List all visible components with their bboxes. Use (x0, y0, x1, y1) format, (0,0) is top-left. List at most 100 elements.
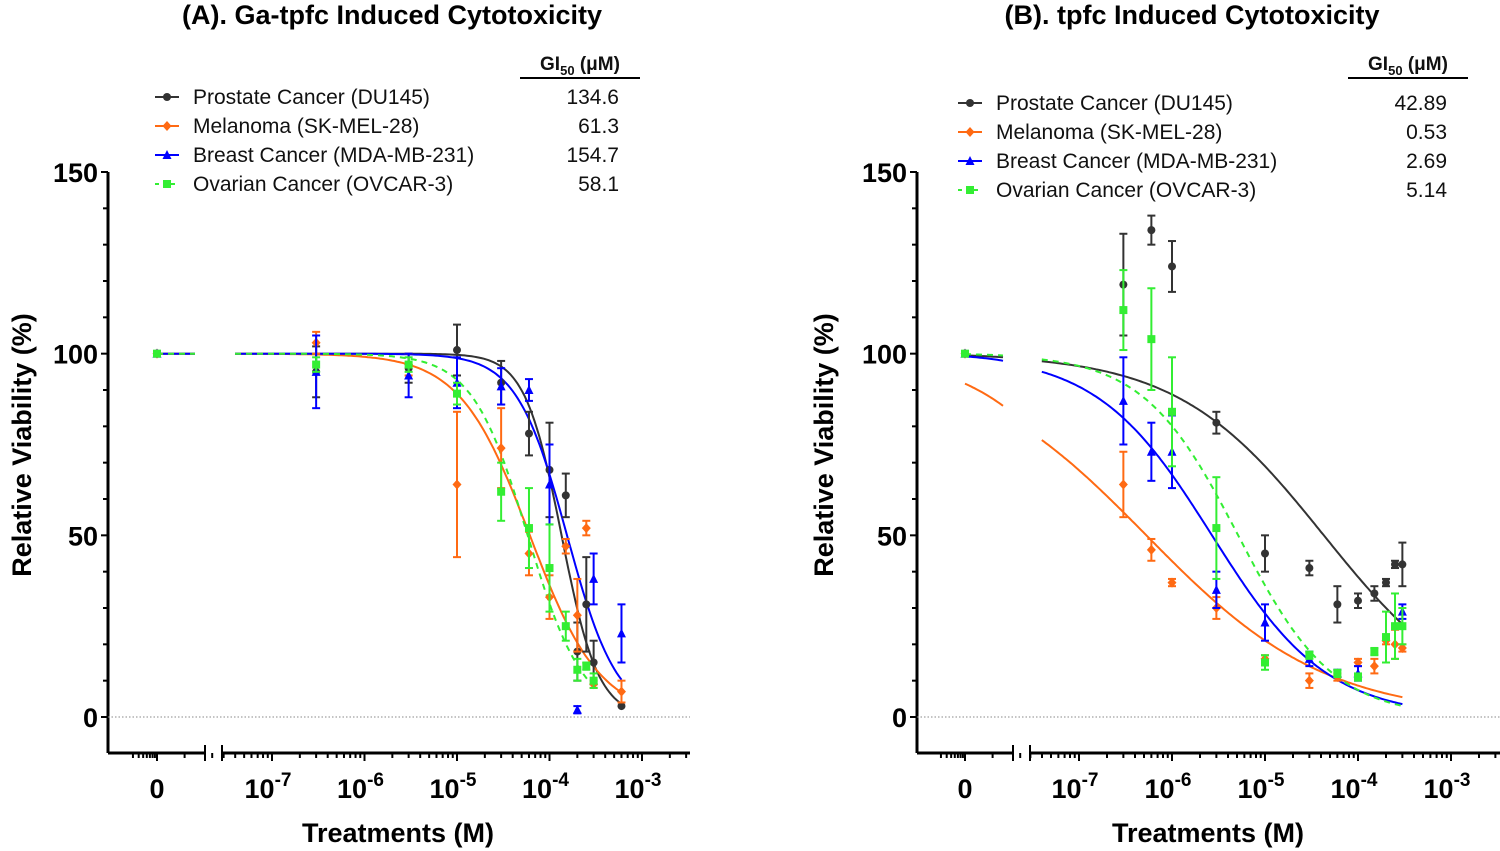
data-point-circle (582, 600, 591, 609)
x-axis-title: Treatments (M) (302, 818, 494, 848)
legend: GI50 (μM) Prostate Cancer (DU145) 42.89 Mel… (958, 54, 1468, 202)
data-point-square (1212, 524, 1221, 533)
fit-curve-0 (1041, 360, 1404, 625)
axes: 0 50 100 150 0 10-7 10-6 10-5 10-4 10-3 (862, 158, 1500, 804)
data-point-square (497, 487, 506, 496)
data-point-circle (1305, 564, 1314, 573)
gi50-header: GI50 (μM) (1368, 54, 1448, 78)
chart-title: (B). tpfc Induced Cytotoxicity (1004, 0, 1379, 30)
data-point-diamond (1118, 479, 1128, 490)
data-point-square (1370, 647, 1379, 656)
x-tick-label: 10-4 (522, 770, 569, 804)
fit-curves (964, 353, 1404, 707)
legend-marker-diamond (162, 121, 172, 131)
data-point-circle (1168, 262, 1176, 271)
x-axis-title: Treatments (M) (1112, 818, 1304, 848)
data-point-diamond (561, 541, 571, 552)
data-point-square (573, 665, 582, 674)
data-point-square (589, 676, 598, 685)
data-point-square (1147, 335, 1156, 344)
data-point-diamond (572, 610, 582, 621)
gi50-value: 61.3 (578, 115, 619, 138)
data-point-square (1261, 658, 1269, 667)
data-point-diamond (1369, 661, 1379, 672)
data-point-square (1391, 622, 1400, 631)
data-point-triangle (524, 385, 534, 394)
fit-curve-2 (235, 352, 623, 681)
x-tick-label: 10-3 (615, 770, 662, 804)
data-point-square (1381, 633, 1390, 642)
y-axis-title: Relative Viability (%) (7, 313, 37, 577)
gi50-value: 5.14 (1406, 179, 1447, 202)
data-point-circle (1370, 589, 1379, 598)
data-point-triangle (496, 381, 506, 391)
legend-marker-square (966, 186, 974, 194)
gi50-value: 58.1 (578, 173, 619, 196)
data-point-triangle (1118, 395, 1128, 405)
legend-label: Ovarian Cancer (OVCAR-3) (193, 173, 453, 196)
legend-marker-diamond (965, 127, 975, 137)
x-tick-label: 10-7 (1052, 770, 1099, 804)
fit-curve-2 (1041, 370, 1403, 706)
data-point-triangle (1260, 617, 1270, 627)
data-point-square (153, 349, 161, 358)
data-points (152, 323, 626, 715)
data-point-triangle (545, 479, 554, 489)
x-tick-label: 10-3 (1424, 770, 1471, 804)
data-point-triangle (616, 628, 626, 638)
data-points (960, 214, 1407, 689)
gi50-value: 0.53 (1406, 121, 1447, 144)
data-point-square (961, 349, 969, 358)
y-tick-label: 50 (68, 521, 98, 551)
fit-curve-3 (1041, 358, 1403, 707)
legend: GI50 (μM) Prostate Cancer (DU145) 134.6 Mel… (155, 54, 640, 196)
data-point-square (545, 564, 554, 573)
data-point-diamond (1167, 577, 1177, 588)
data-point-triangle (1146, 446, 1156, 456)
legend-label: Breast Cancer (MDA-MB-231) (193, 144, 474, 167)
data-point-circle (524, 429, 533, 438)
data-point-circle (589, 658, 598, 667)
data-point-triangle (404, 370, 414, 380)
panel-b: (B). tpfc Induced Cytotoxicity Relative … (809, 0, 1500, 848)
legend-label: Melanoma (SK-MEL-28) (996, 121, 1222, 144)
data-point-circle (453, 346, 461, 355)
fit-curve-1 (1041, 439, 1403, 699)
y-axis-title: Relative Viability (%) (809, 313, 839, 577)
data-point-square (1398, 622, 1407, 631)
data-point-circle (617, 702, 626, 711)
legend-marker-triangle (162, 150, 172, 159)
x-tick-label: 10-5 (430, 770, 477, 804)
legend-label: Breast Cancer (MDA-MB-231) (996, 150, 1277, 173)
data-point-square (1305, 651, 1314, 660)
y-tick-label: 0 (83, 703, 98, 733)
x-tick-label: 10-4 (1331, 770, 1378, 804)
x-tick-label: 0 (957, 774, 972, 804)
axes: 0 50 100 150 0 10-7 10-6 10-5 10-4 10-3 (53, 158, 690, 804)
x-tick-label: 10-6 (337, 770, 384, 804)
gi50-value: 42.89 (1394, 92, 1447, 115)
legend-label: Melanoma (SK-MEL-28) (193, 115, 419, 138)
y-tick-label: 100 (53, 340, 98, 370)
data-point-square (404, 360, 413, 369)
legend-marker-circle (966, 99, 974, 107)
y-tick-label: 150 (862, 158, 907, 188)
gi50-value: 134.6 (566, 86, 619, 109)
x-tick-label: 10-7 (245, 770, 292, 804)
data-point-diamond (1353, 657, 1363, 668)
data-point-square (453, 389, 461, 398)
data-point-diamond (616, 686, 626, 697)
data-point-circle (1354, 596, 1362, 605)
panel-a: (A). Ga-tpfc Induced Cytotoxicity Relati… (7, 0, 690, 848)
data-point-square (1168, 407, 1176, 416)
data-point-circle (1391, 560, 1400, 569)
data-point-square (561, 622, 570, 631)
y-tick-label: 150 (53, 158, 98, 188)
gi50-header: GI50 (μM) (540, 54, 620, 78)
fit-curve-control-1 (964, 382, 1004, 407)
data-point-circle (1333, 600, 1342, 609)
y-tick-label: 100 (862, 340, 907, 370)
data-point-triangle (1211, 584, 1221, 594)
gi50-value: 154.7 (566, 144, 619, 167)
fit-curves (157, 352, 623, 705)
